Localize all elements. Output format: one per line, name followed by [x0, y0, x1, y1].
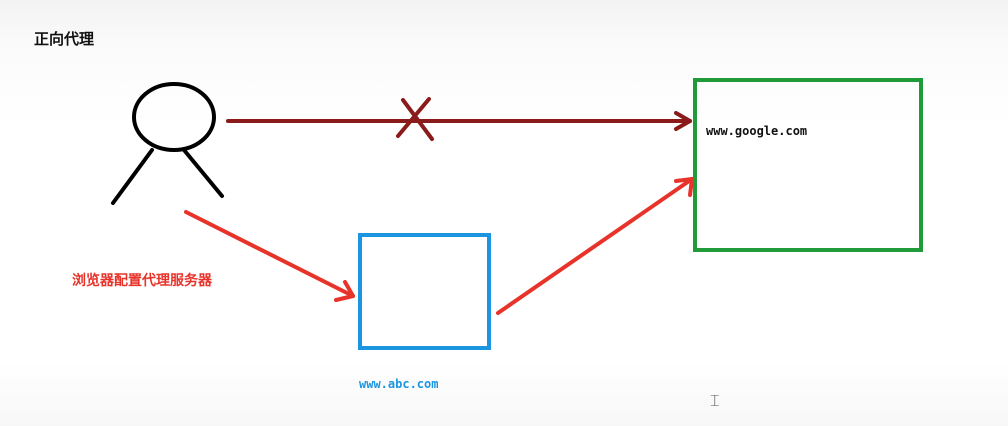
- direct-link-arrowhead: [674, 111, 692, 131]
- person-head: [132, 82, 216, 152]
- proxy-path-arrow-2: [496, 177, 694, 315]
- proxy-path-arrowhead-1: [334, 280, 355, 302]
- person-icon: [111, 82, 224, 205]
- target-server-box: [693, 78, 923, 252]
- target-site-label: www.google.com: [706, 124, 808, 138]
- proxy-path-arrow-1: [184, 210, 355, 302]
- person-right-leg: [182, 148, 224, 198]
- proxy-path-arrowhead-2: [674, 177, 694, 197]
- proxy-site-label: www.abc.com: [359, 377, 439, 391]
- person-left-leg: [111, 148, 154, 205]
- diagram-title: 正向代理: [34, 30, 95, 48]
- direct-link-arrow: [226, 111, 692, 131]
- cross-mark-icon: [396, 97, 434, 141]
- client-config-label: 浏览器配置代理服务器: [72, 273, 212, 289]
- proxy-server-box: [358, 233, 491, 350]
- text-cursor-icon: ⌶: [710, 391, 720, 410]
